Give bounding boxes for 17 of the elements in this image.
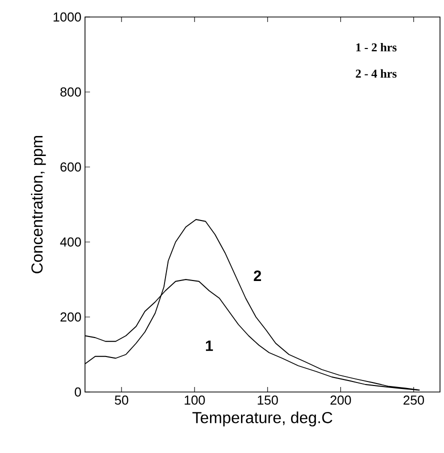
y-tick-label: 800: [60, 87, 81, 97]
x-tick-label: 100: [184, 396, 205, 405]
x-tick-label: 150: [258, 396, 278, 405]
x-axis-title: Temperature, deg.C: [192, 412, 332, 426]
annotation: 1 - 2 hrs: [356, 43, 397, 52]
text: 1: [206, 340, 213, 351]
x-tick-label: 50: [114, 396, 128, 405]
series-label: 2: [254, 270, 262, 281]
y-tick-label: 400: [60, 237, 81, 247]
y-tick-label: 200: [60, 312, 81, 322]
y-axis-title: Concentration, ppm: [30, 136, 46, 274]
x-tick-label: 250: [404, 396, 424, 405]
y-tick-label: 1000: [54, 12, 81, 22]
y-tick-label: 0: [74, 387, 81, 397]
y-tick-label: 600: [60, 162, 81, 172]
x-tick-label: 200: [330, 396, 351, 405]
annotation: 2 - 4 hrs: [356, 69, 397, 78]
